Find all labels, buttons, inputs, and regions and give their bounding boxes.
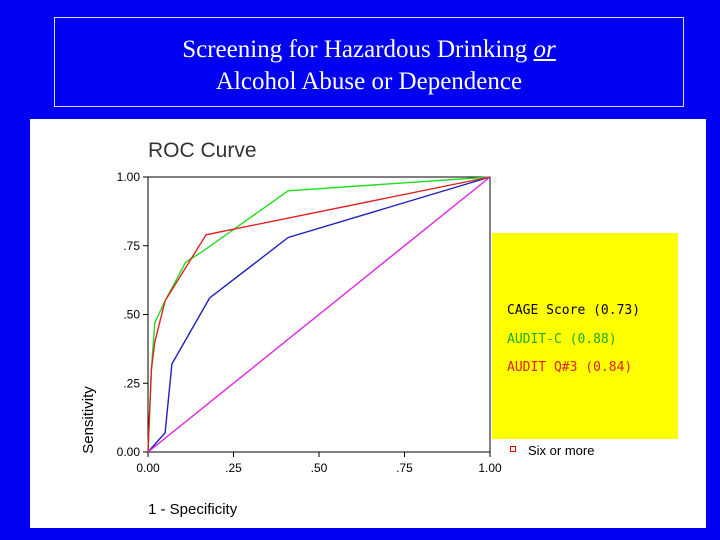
- slide-title-line-1: Screening for Hazardous Drinking or: [55, 34, 683, 66]
- series-line-2: [147, 176, 491, 453]
- y-tick-label: .75: [123, 239, 140, 253]
- x-tick-label: .75: [396, 461, 413, 475]
- legend-item-six-or-more: Six or more: [528, 443, 595, 458]
- legend-item-audit-q3: AUDIT Q#3 (0.84): [507, 360, 633, 375]
- x-axis-label: 1 - Specificity: [148, 501, 238, 518]
- legend-item-cage: CAGE Score (0.73): [507, 303, 641, 318]
- x-tick-label: 1.00: [478, 461, 502, 475]
- series-line-0: [147, 176, 491, 453]
- slide-title-text: Screening for Hazardous Drinking: [182, 36, 534, 63]
- slide-title: Screening for Hazardous Drinking or Alco…: [54, 17, 684, 107]
- x-tick-label: .25: [225, 461, 242, 475]
- slide-title-emphasis: or: [533, 36, 556, 63]
- slide-title-line-2: Alcohol Abuse or Dependence: [215, 68, 523, 95]
- y-tick-label: .25: [123, 376, 140, 390]
- y-axis-label: Sensitivity: [80, 386, 97, 454]
- x-tick-label: 0.00: [136, 461, 160, 475]
- y-tick-label: 0.00: [117, 445, 141, 459]
- y-tick-label: 1.00: [117, 170, 141, 184]
- reference-diagonal-line: [147, 176, 491, 453]
- legend-marker-six-or-more: [510, 446, 516, 452]
- x-tick-label: .50: [311, 461, 328, 475]
- chart-title: ROC Curve: [148, 139, 257, 162]
- y-tick-label: .50: [123, 308, 140, 322]
- chart-legend: CAGE Score (0.73) AUDIT-C (0.88) AUDIT Q…: [492, 233, 678, 439]
- legend-item-audit-c: AUDIT-C (0.88): [507, 332, 617, 347]
